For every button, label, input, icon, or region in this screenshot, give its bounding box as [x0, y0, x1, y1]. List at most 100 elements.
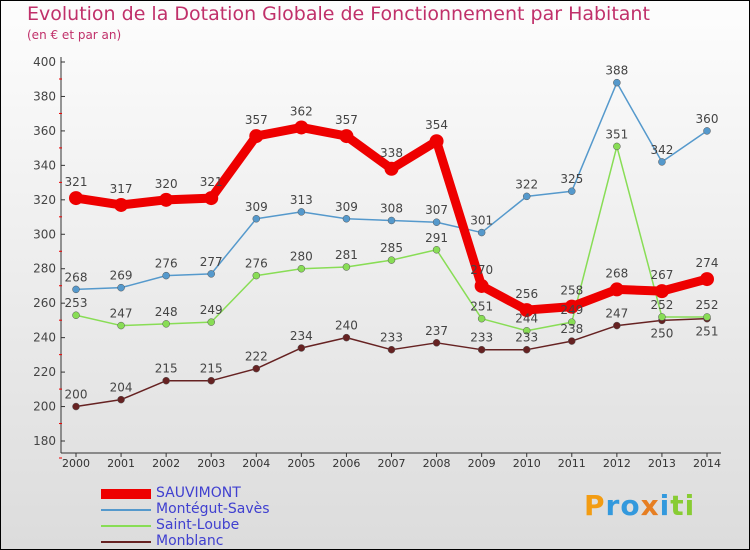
data-label: 321: [200, 175, 223, 189]
legend-swatch: [101, 541, 151, 543]
y-tick-label: 280: [33, 262, 56, 276]
data-point: [700, 272, 714, 287]
y-tick-label: 180: [33, 434, 56, 448]
x-tick-label: 2010: [513, 457, 541, 470]
data-point: [522, 192, 531, 201]
data-label: 251: [470, 300, 493, 314]
x-tick-label: 2005: [287, 457, 315, 470]
data-label: 234: [290, 329, 313, 343]
data-label: 321: [65, 175, 88, 189]
data-label: 252: [696, 298, 719, 312]
data-label: 252: [650, 298, 673, 312]
data-point: [522, 345, 531, 354]
data-point: [252, 271, 261, 280]
data-label: 249: [560, 303, 583, 317]
data-point: [477, 345, 486, 354]
x-tick-label: 2011: [558, 457, 586, 470]
data-label: 338: [380, 146, 403, 160]
data-label: 351: [605, 127, 628, 141]
data-point: [342, 263, 351, 271]
data-point: [658, 313, 666, 321]
x-tick-label: 2004: [242, 457, 270, 470]
data-point: [658, 158, 666, 166]
data-label: 256: [515, 287, 538, 301]
data-point: [162, 320, 170, 328]
y-tick-label: 320: [33, 193, 56, 207]
data-label: 280: [290, 250, 313, 264]
data-label: 277: [200, 255, 223, 269]
data-label: 250: [650, 326, 673, 340]
data-label: 251: [696, 325, 719, 339]
data-label: 281: [335, 248, 358, 262]
data-label: 357: [245, 113, 268, 127]
data-label: 268: [605, 266, 628, 280]
x-tick-label: 2008: [423, 457, 451, 470]
data-label: 322: [515, 177, 538, 191]
data-point: [568, 318, 576, 326]
data-label: 237: [425, 324, 448, 338]
data-point: [519, 303, 534, 318]
data-point: [207, 318, 215, 326]
data-point: [114, 197, 129, 212]
x-tick-label: 2007: [378, 457, 406, 470]
data-point: [297, 208, 306, 216]
data-point: [159, 192, 174, 207]
legend-swatch: [101, 525, 151, 527]
data-label: 200: [65, 388, 88, 402]
data-point: [252, 364, 261, 373]
data-point: [342, 215, 351, 223]
data-label: 276: [155, 257, 178, 271]
data-point: [432, 246, 441, 254]
data-label: 238: [560, 322, 583, 336]
data-point: [387, 345, 396, 354]
data-point: [564, 299, 579, 314]
legend-label: Monblanc: [156, 533, 224, 549]
data-label: 362: [290, 104, 313, 118]
data-label: 342: [650, 143, 673, 157]
data-label: 309: [335, 200, 358, 214]
data-point: [249, 129, 264, 144]
data-point: [609, 282, 624, 297]
y-tick-label: 260: [33, 296, 56, 310]
data-point: [72, 285, 80, 294]
chart-subtitle: (en € et par an): [27, 28, 122, 42]
data-label: 240: [335, 319, 358, 333]
data-point: [207, 270, 215, 278]
data-point: [162, 376, 170, 385]
data-point: [613, 142, 621, 151]
legend-label: Saint-Loube: [156, 517, 240, 533]
x-tick-label: 2000: [62, 457, 90, 470]
data-label: 233: [380, 331, 403, 345]
data-label: 360: [696, 112, 719, 126]
y-tick-label: 300: [33, 227, 56, 241]
proxiti-logo: Proxiti: [584, 489, 696, 522]
y-tick-label: 380: [33, 89, 56, 103]
data-label: 285: [380, 241, 403, 255]
data-label: 301: [470, 214, 493, 228]
data-label: 267: [650, 268, 673, 282]
data-label: 317: [110, 182, 133, 196]
data-point: [387, 216, 396, 225]
data-point: [204, 191, 219, 206]
data-label: 313: [290, 193, 313, 207]
data-point: [162, 271, 170, 280]
data-point: [117, 395, 125, 404]
legend-label: SAUVIMONT: [156, 485, 241, 501]
data-point: [294, 120, 309, 135]
x-tick-label: 2014: [693, 457, 721, 470]
data-point: [654, 284, 669, 299]
data-point: [297, 344, 306, 352]
data-label: 320: [155, 177, 178, 191]
data-point: [342, 333, 351, 342]
data-label: 222: [245, 350, 268, 364]
data-label: 215: [200, 362, 223, 376]
data-label: 325: [560, 172, 583, 186]
data-label: 248: [155, 305, 178, 319]
x-tick-label: 2003: [197, 457, 225, 470]
data-point: [429, 134, 444, 149]
data-label: 233: [515, 331, 538, 345]
data-point: [387, 256, 396, 264]
data-label: 233: [470, 331, 493, 345]
